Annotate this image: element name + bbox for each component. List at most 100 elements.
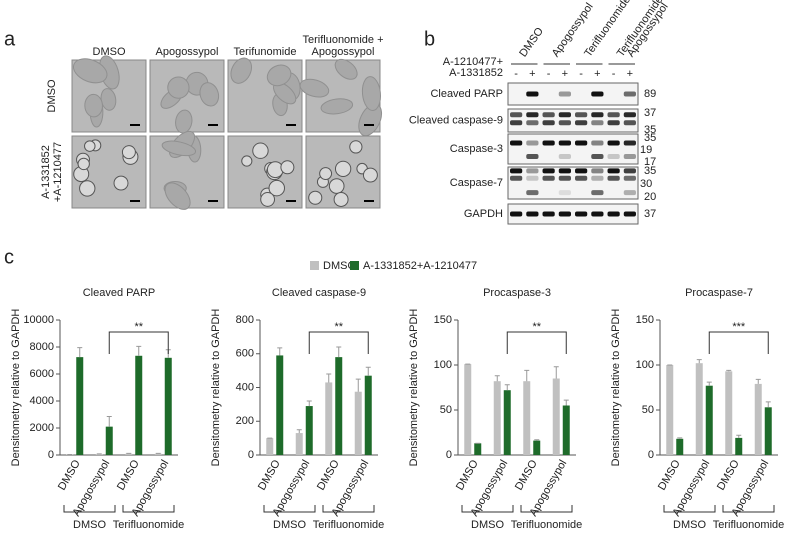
band: [623, 175, 636, 181]
significance: ***: [732, 321, 746, 333]
cell: [84, 93, 103, 118]
bar: [754, 383, 762, 455]
cell: [175, 109, 193, 134]
cell: [266, 64, 292, 87]
band: [526, 175, 539, 181]
error-bar: [726, 369, 732, 372]
group-bracket: [63, 505, 116, 513]
group-label: DMSO: [673, 519, 706, 531]
band: [542, 211, 555, 217]
band: [623, 140, 636, 146]
band: [623, 112, 636, 118]
bar: [552, 378, 560, 455]
bar: [764, 407, 772, 455]
y-tick-label: 600: [236, 348, 254, 360]
significance-bracket: [708, 331, 769, 354]
error-bar: [706, 381, 712, 386]
blot: [507, 203, 639, 225]
bar: [364, 375, 372, 455]
cell: [362, 167, 378, 183]
y-tick-label: 6000: [30, 368, 54, 380]
y-axis-label: Densitometry relative to GAPDH: [408, 309, 420, 467]
bar: [725, 371, 733, 455]
band: [558, 154, 571, 159]
band: [607, 168, 620, 174]
y-tick-label: 800: [236, 314, 254, 326]
band: [558, 168, 571, 174]
sign: +: [562, 68, 568, 80]
band: [623, 91, 636, 97]
column-header: Apogossypol: [312, 46, 375, 58]
band: [558, 175, 571, 181]
cell: [161, 140, 197, 157]
band: [591, 112, 604, 118]
mw-marker: 35: [644, 124, 656, 136]
mw-marker: 30: [640, 178, 652, 190]
band: [510, 168, 523, 174]
band: [526, 120, 539, 126]
y-tick-label: 50: [642, 404, 654, 416]
panel-label: a: [4, 28, 16, 50]
cell: [79, 180, 96, 197]
band: [591, 140, 604, 146]
band: [591, 211, 604, 217]
band: [526, 168, 539, 174]
y-tick-label: 2000: [30, 422, 54, 434]
band: [542, 168, 555, 174]
bar: [676, 438, 684, 455]
x-tick-label: DMSO: [454, 458, 481, 493]
band: [575, 168, 588, 174]
band: [623, 168, 636, 174]
cell: [72, 58, 108, 84]
band: [510, 175, 523, 181]
cell: [77, 157, 90, 171]
band: [575, 112, 588, 118]
band: [607, 140, 620, 146]
band: [542, 175, 555, 181]
error-bar: [696, 359, 702, 364]
x-tick-label: DMSO: [115, 458, 142, 493]
cell: [167, 76, 190, 99]
bar: [164, 357, 172, 455]
error-bar: [355, 378, 361, 392]
y-tick-label: 0: [48, 449, 54, 461]
error-bar: [765, 401, 771, 408]
group-label: DMSO: [73, 519, 106, 531]
cell: [308, 190, 323, 205]
band: [607, 120, 620, 126]
bar: [95, 454, 103, 455]
bar: [695, 363, 703, 455]
band: [526, 211, 539, 217]
band: [558, 91, 571, 97]
band: [526, 190, 539, 196]
y-tick-label: 0: [248, 449, 254, 461]
significance-bracket: [506, 331, 567, 354]
sign: +: [529, 68, 535, 80]
chart-title: Cleaved caspase-9: [272, 287, 366, 299]
y-tick-label: 0: [648, 449, 654, 461]
cell: [252, 142, 269, 159]
column-header: DMSO: [517, 25, 546, 59]
y-tick-label: 200: [236, 415, 254, 427]
y-tick-label: 400: [236, 381, 254, 393]
blot-label: Cleaved caspase-9: [409, 114, 503, 126]
band: [575, 120, 588, 126]
group-bracket: [122, 505, 175, 513]
bar: [464, 364, 472, 455]
bar: [125, 453, 133, 455]
band: [591, 91, 604, 97]
mw-marker: 89: [644, 88, 656, 100]
band: [526, 112, 539, 118]
x-tick-label: DMSO: [715, 458, 742, 493]
y-axis-label: Densitometry relative to GAPDH: [210, 309, 222, 467]
cell: [230, 57, 253, 84]
error-bar: [365, 366, 371, 376]
error-bar: [736, 434, 742, 438]
bar: [325, 382, 333, 455]
error-bar: [524, 369, 530, 382]
blot: [507, 82, 639, 106]
band: [558, 190, 571, 196]
mw-marker: 17: [644, 156, 656, 168]
x-tick-label: DMSO: [315, 458, 342, 493]
